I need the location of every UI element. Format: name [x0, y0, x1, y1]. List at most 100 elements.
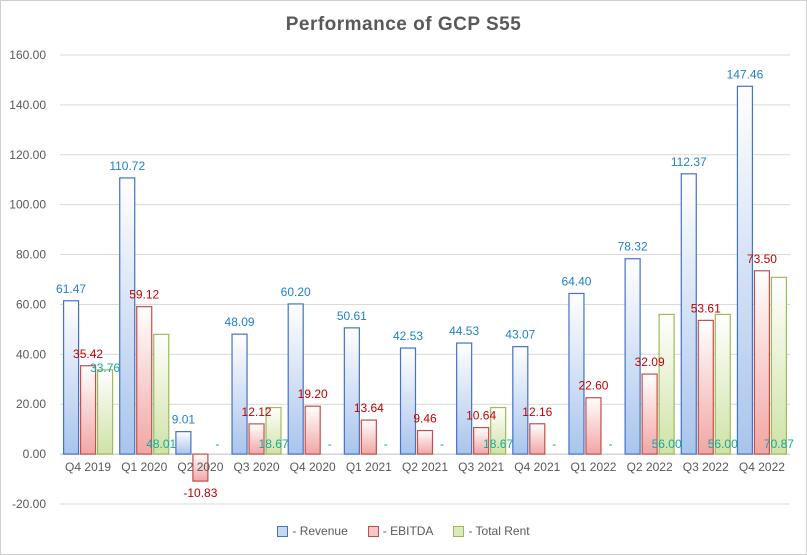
bar-revenue [624, 258, 641, 455]
bar-ebitda [641, 373, 658, 455]
chart-legend: - Revenue - EBITDA - Total Rent [0, 524, 807, 540]
legend-label: - Revenue [292, 524, 348, 538]
bar-revenue [456, 342, 473, 455]
y-tick-label: 0.00 [23, 447, 47, 461]
data-label: 59.12 [129, 288, 159, 302]
data-label: 19.20 [298, 387, 328, 401]
bar-ebitda [416, 429, 434, 455]
x-tick-label: Q3 2021 [458, 460, 504, 474]
data-label: - [608, 437, 612, 451]
data-label: 61.47 [56, 282, 86, 296]
y-tick-label: 120.00 [9, 148, 46, 162]
legend-entry: - Total Rent [453, 524, 530, 538]
data-label: 53.61 [691, 301, 721, 315]
bar-ebitda [192, 453, 209, 482]
data-label: 12.16 [522, 405, 552, 419]
x-tick-label: Q2 2020 [177, 460, 223, 474]
x-tick-label: Q4 2019 [65, 460, 111, 474]
data-label: 48.01 [146, 437, 176, 451]
x-tick-label: Q4 2021 [514, 460, 560, 474]
bar-ebitda [136, 306, 153, 455]
data-label: 13.64 [354, 401, 384, 415]
bar-ebitda [585, 397, 602, 455]
data-label: 18.67 [483, 437, 513, 451]
bar-totalrent [265, 406, 282, 455]
data-label: 64.40 [561, 274, 591, 288]
bar-ebitda [248, 423, 265, 455]
data-label: - [552, 437, 556, 451]
data-label: 42.53 [393, 329, 423, 343]
x-tick-label: Q4 2020 [290, 460, 336, 474]
bar-revenue [512, 346, 529, 455]
x-tick-label: Q1 2022 [570, 460, 616, 474]
chart-title: Performance of GCP S55 [285, 14, 522, 35]
data-label: 43.07 [505, 328, 535, 342]
y-tick-label: 100.00 [9, 198, 46, 212]
data-label: 33.76 [90, 361, 120, 375]
x-tick-label: Q4 2022 [739, 460, 785, 474]
data-label: 44.53 [449, 324, 479, 338]
y-tick-label: -20.00 [12, 497, 46, 511]
bar-ebitda [360, 419, 377, 455]
bar-ebitda [753, 270, 771, 455]
data-label: 48.09 [225, 315, 255, 329]
x-tick-label: Q1 2020 [121, 460, 167, 474]
y-tick-label: 60.00 [16, 297, 46, 311]
y-tick-label: 160.00 [9, 48, 46, 62]
bar-revenue [399, 347, 417, 455]
x-tick-label: Q2 2021 [402, 460, 448, 474]
data-label: 112.37 [671, 155, 707, 169]
x-tick-label: Q3 2022 [683, 460, 729, 474]
data-label: 35.42 [73, 347, 103, 361]
bar-totalrent [490, 406, 507, 455]
x-tick-label: Q3 2020 [234, 460, 280, 474]
data-label: - [328, 437, 332, 451]
bar-ebitda [473, 426, 490, 455]
data-label: -10.83 [183, 486, 217, 500]
bar-ebitda [304, 405, 321, 455]
data-label: 10.64 [466, 409, 496, 423]
data-label: 147.46 [727, 67, 764, 81]
bar-revenue [736, 85, 754, 455]
legend-swatch [367, 525, 379, 537]
x-tick-label: Q1 2021 [346, 460, 392, 474]
data-label: 32.09 [635, 355, 665, 369]
data-label: 110.72 [109, 159, 145, 173]
bar-revenue [62, 300, 80, 455]
data-label: 18.67 [259, 437, 289, 451]
data-label: - [384, 437, 388, 451]
y-tick-label: 40.00 [16, 347, 46, 361]
bar-totalrent [714, 313, 731, 455]
bar-totalrent [770, 276, 788, 455]
data-label: 60.20 [281, 285, 311, 299]
data-label: 9.46 [413, 412, 437, 426]
bar-revenue [343, 327, 360, 455]
data-label: 78.32 [618, 240, 648, 254]
legend-entry: - Revenue [277, 524, 348, 538]
bar-revenue [175, 431, 192, 455]
data-label: - [440, 437, 444, 451]
y-tick-label: 140.00 [9, 98, 46, 112]
bar-ebitda [79, 365, 97, 455]
data-label: 73.50 [747, 252, 777, 266]
data-label: 56.00 [652, 437, 682, 451]
bar-revenue [568, 292, 585, 455]
y-tick-label: 20.00 [16, 397, 46, 411]
legend-entry: - EBITDA [367, 524, 434, 538]
bar-revenue [231, 333, 248, 455]
bar-totalrent [153, 333, 170, 455]
data-label: 22.60 [578, 379, 608, 393]
data-label: - [215, 437, 219, 451]
legend-swatch [453, 525, 465, 537]
data-label: 50.61 [337, 309, 367, 323]
data-label: 9.01 [172, 413, 196, 427]
bar-revenue [119, 177, 136, 455]
bar-ebitda [529, 423, 546, 455]
bar-revenue [287, 303, 304, 455]
data-label: 12.12 [242, 405, 272, 419]
bar-ebitda [697, 319, 714, 455]
bar-totalrent [96, 369, 114, 455]
legend-label: - EBITDA [382, 524, 434, 538]
data-label: 56.00 [708, 437, 738, 451]
